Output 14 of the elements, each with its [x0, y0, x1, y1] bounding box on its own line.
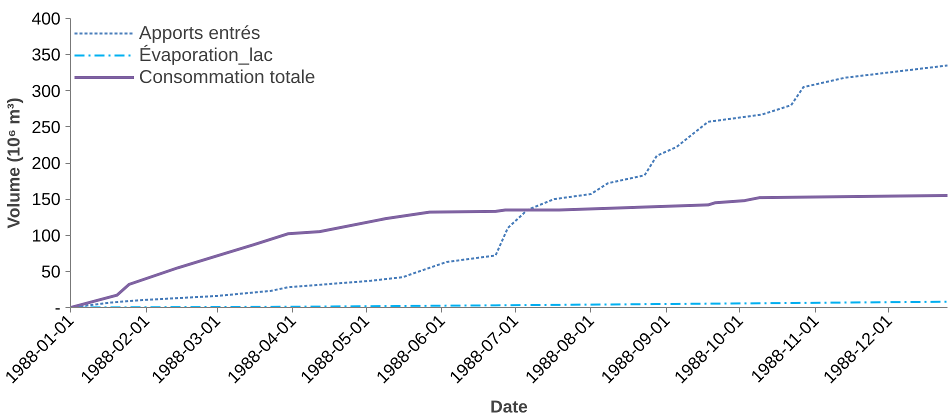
y-tick-label: 100	[32, 225, 61, 246]
legend-label: Évaporation_lac	[139, 44, 273, 66]
y-tick-label: 250	[32, 116, 61, 137]
y-tick-label: 50	[41, 261, 61, 282]
y-tick-label: 150	[32, 189, 61, 210]
y-tick-label: 350	[32, 44, 61, 65]
y-tick-label: -	[54, 298, 61, 318]
legend-label: Apports entrés	[139, 22, 260, 44]
x-axis-title: Date	[490, 396, 528, 417]
y-axis-title: Volume (10⁶ m³)	[4, 98, 24, 228]
y-tick-label: 200	[32, 153, 61, 173]
y-tick-label: 400	[32, 8, 61, 28]
y-tick-label: 300	[32, 80, 61, 101]
legend-label: Consommation totale	[139, 66, 316, 88]
